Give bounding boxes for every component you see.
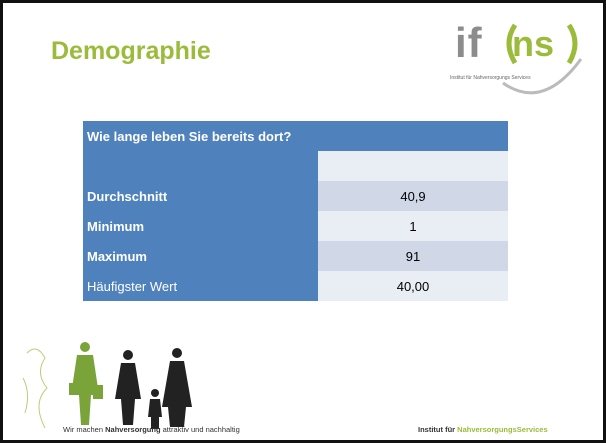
empty-cell <box>318 151 508 181</box>
data-table: Wie lange leben Sie bereits dort? Durchs… <box>83 121 508 301</box>
footer-slogan: Wir machen Nahversorgung attraktiv und n… <box>63 425 240 434</box>
row-value: 40,9 <box>318 181 508 211</box>
table-header-row: Wie lange leben Sie bereits dort? <box>83 121 508 151</box>
footer-text: attraktiv und nachhaltig <box>163 425 240 434</box>
logo-accent: ns <box>512 23 554 65</box>
row-label: Durchschnitt <box>83 181 318 211</box>
logo-subtitle: Institut für Nahversorgungs Services <box>450 75 531 81</box>
footer-institute: Institut für NahversorgungsServices <box>418 425 548 434</box>
footer-emphasis: Nahversorgung <box>105 425 160 434</box>
table-row: Maximum 91 <box>83 241 508 271</box>
footer-text: Institut für <box>418 425 455 434</box>
slide: Demographie if ns Institut für Nahversor… <box>0 0 606 443</box>
footer-emphasis: NahversorgungsServices <box>457 425 547 434</box>
row-value: 1 <box>318 211 508 241</box>
table-row <box>83 151 508 181</box>
table-header: Wie lange leben Sie bereits dort? <box>83 121 508 151</box>
row-label: Maximum <box>83 241 318 271</box>
table-row: Durchschnitt 40,9 <box>83 181 508 211</box>
logo-main: if <box>455 19 483 67</box>
row-value: 91 <box>318 241 508 271</box>
footer-text: Wir machen <box>63 425 103 434</box>
row-label: Minimum <box>83 211 318 241</box>
row-label: Häufigster Wert <box>83 271 318 301</box>
table-row: Minimum 1 <box>83 211 508 241</box>
people-illustration <box>17 333 207 438</box>
table-row: Häufigster Wert 40,00 <box>83 271 508 301</box>
empty-cell <box>83 151 318 181</box>
row-value: 40,00 <box>318 271 508 301</box>
slide-title: Demographie <box>51 37 211 66</box>
